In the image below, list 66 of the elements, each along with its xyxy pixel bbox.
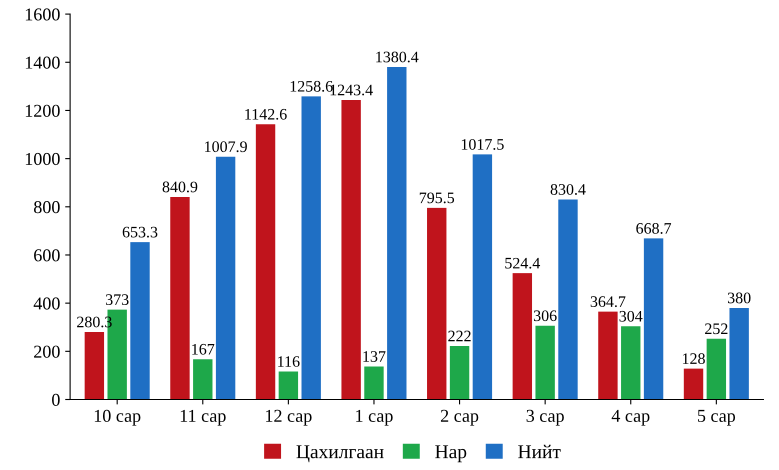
bar [472,154,492,400]
bar [216,156,236,400]
data-label: 222 [448,330,471,342]
data-label: 137 [363,351,386,362]
data-label: 116 [278,356,300,367]
x-tick-label: 5 сар [698,410,736,426]
data-label: 304 [620,310,642,322]
data-label: 830.4 [550,184,586,195]
data-label: 167 [192,344,214,355]
bar [598,312,618,400]
bar [302,96,321,400]
y-tick-label: 1600 [26,8,60,21]
data-label: 128 [682,353,705,364]
data-label: 1258.6 [290,80,333,92]
y-tick-label: 400 [34,297,60,310]
bar [621,326,640,400]
data-label: 380 [728,292,751,304]
legend-label: Нийт [518,444,561,458]
y-tick-label: 600 [34,249,60,262]
bar [193,359,212,400]
y-tick-label: 1400 [26,56,60,69]
bar [706,338,726,400]
y-tick-label: 800 [34,201,60,214]
data-label: 1017.5 [462,139,504,150]
bar [364,366,384,400]
bar [684,368,704,400]
data-label: 1243.4 [330,84,373,96]
data-label: 364.7 [590,296,626,308]
data-label: 1007.9 [205,141,247,152]
legend-label: Нар [435,445,466,462]
bar [387,66,406,400]
x-tick-label: 3 сар [526,410,564,426]
bar [84,332,104,400]
bar [278,372,298,400]
y-tick-label: 0 [52,394,60,406]
data-label: 373 [106,294,129,306]
bar [512,273,532,400]
bar [644,238,664,400]
data-label: 1142.6 [245,108,287,120]
bar [535,326,555,400]
bar [729,308,749,400]
data-label: 1380.4 [376,52,419,62]
bar [256,124,276,400]
y-tick-label: 200 [34,346,60,358]
x-tick-label: 1 сар [356,410,393,426]
x-tick-label: 12 сар [266,410,312,426]
bar [450,346,470,400]
bar [558,199,578,400]
data-label: 653.3 [122,226,158,238]
x-tick-label: 2 сар [440,410,478,426]
data-label: 252 [705,323,728,334]
data-label: 840.9 [162,182,198,192]
data-label: 795.5 [420,192,454,204]
legend-label: Цахилгаан [296,445,384,462]
y-tick-label: 1000 [26,152,60,166]
x-tick-label: 10 сар [94,410,140,426]
data-label: 306 [534,310,557,322]
x-tick-label: 4 сар [612,410,650,426]
x-tick-label: 11 сар [180,410,226,426]
bar [341,100,361,400]
y-tick-label: 1200 [26,104,60,117]
bar [427,208,446,400]
data-label: 668.7 [636,223,672,234]
data-label: 524.4 [505,258,540,269]
bar [130,242,150,400]
bar [170,196,190,400]
